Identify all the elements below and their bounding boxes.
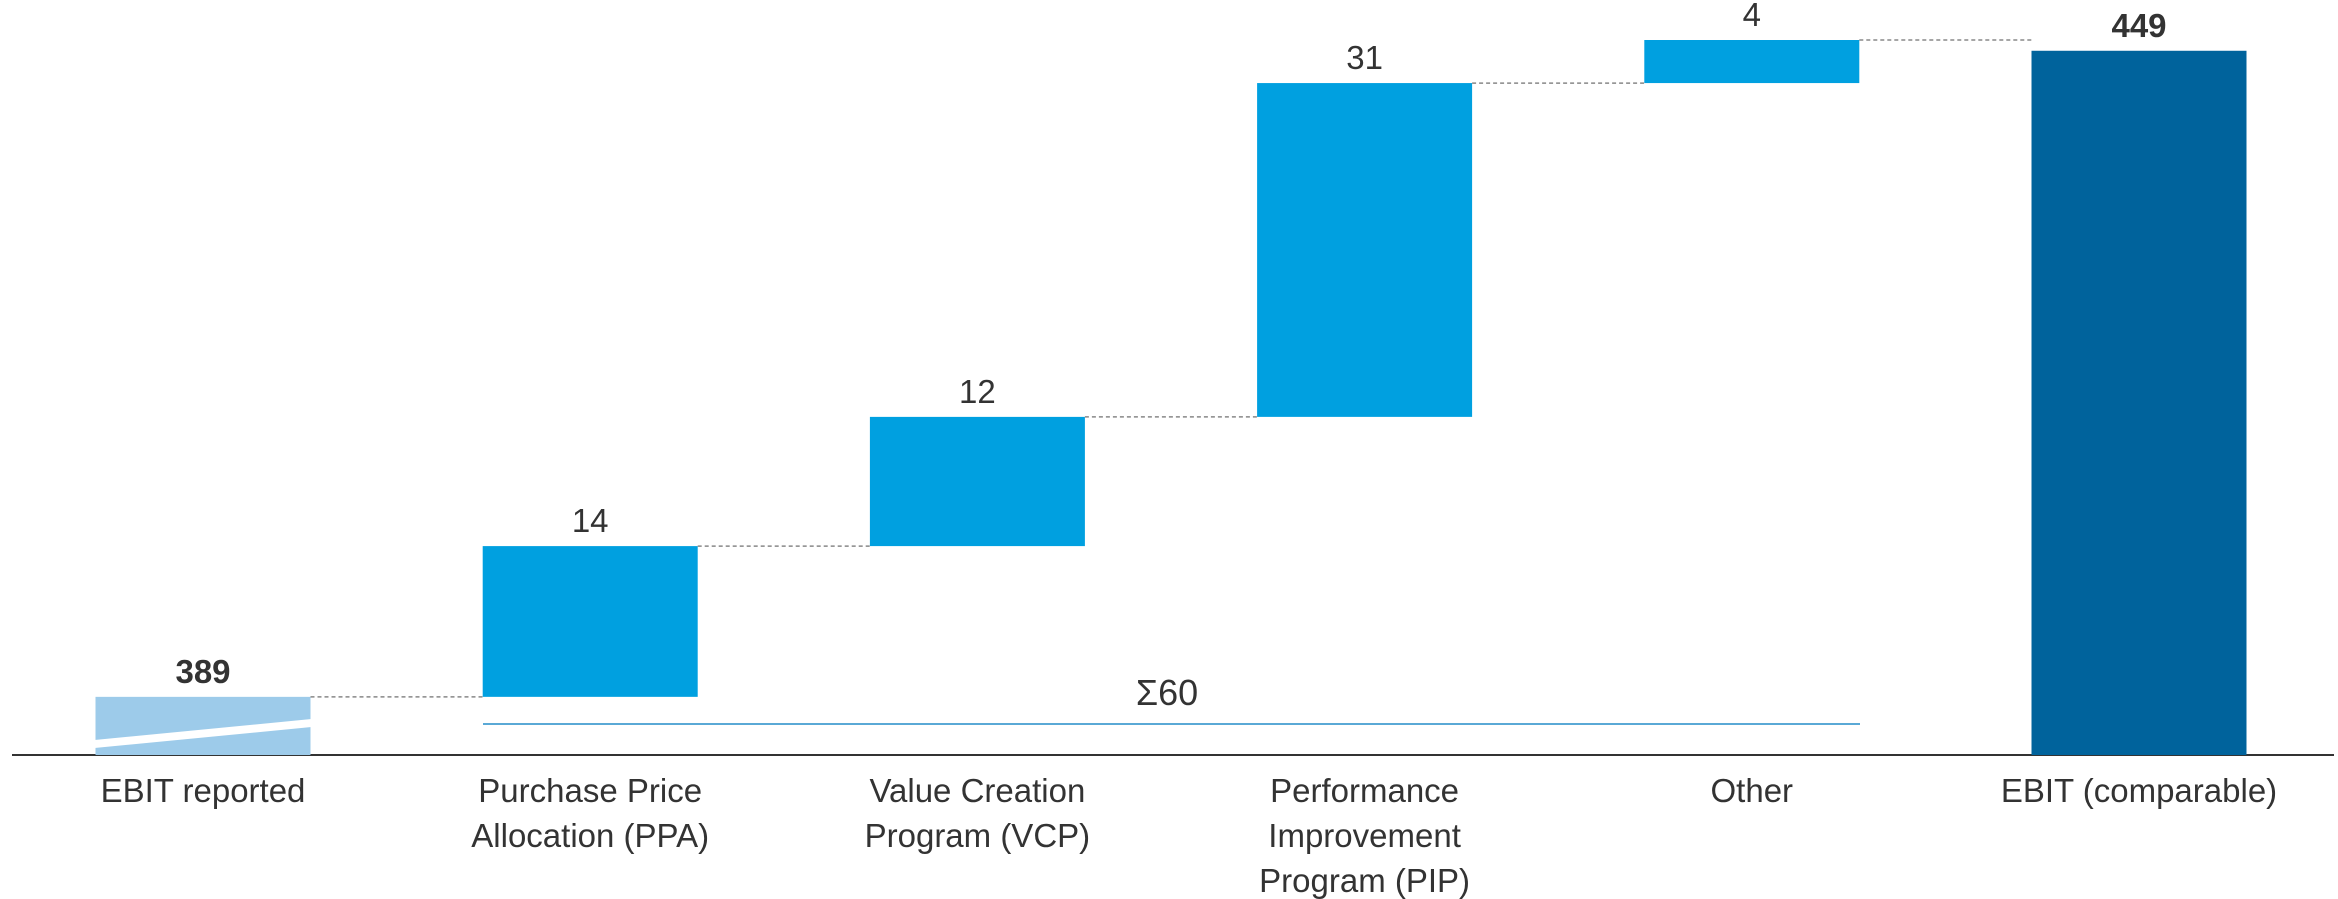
value-label: 4	[1743, 0, 1761, 33]
x-tick-label: EBIT reported	[100, 772, 306, 809]
bar	[1257, 83, 1473, 417]
value-label: 12	[959, 373, 996, 410]
bar	[2031, 50, 2247, 756]
bar	[1644, 40, 1860, 84]
bar	[869, 416, 1085, 547]
value-label: 389	[175, 653, 230, 690]
bar	[482, 546, 698, 697]
x-tick-label: Other	[1710, 772, 1794, 809]
x-tick-label: Performance Improvement Program (PIP)	[1259, 772, 1471, 899]
x-tick-label: Purchase Price Allocation (PPA)	[471, 772, 710, 854]
x-tick-label: EBIT (comparable)	[2000, 772, 2278, 809]
sum-annotation: Σ60	[1136, 672, 1198, 713]
axis-break	[94, 719, 312, 748]
x-tick-label: Value Creation Program (VCP)	[864, 772, 1091, 854]
value-label: 14	[572, 502, 609, 539]
value-label: 449	[2111, 7, 2166, 44]
value-label: 31	[1346, 39, 1383, 76]
